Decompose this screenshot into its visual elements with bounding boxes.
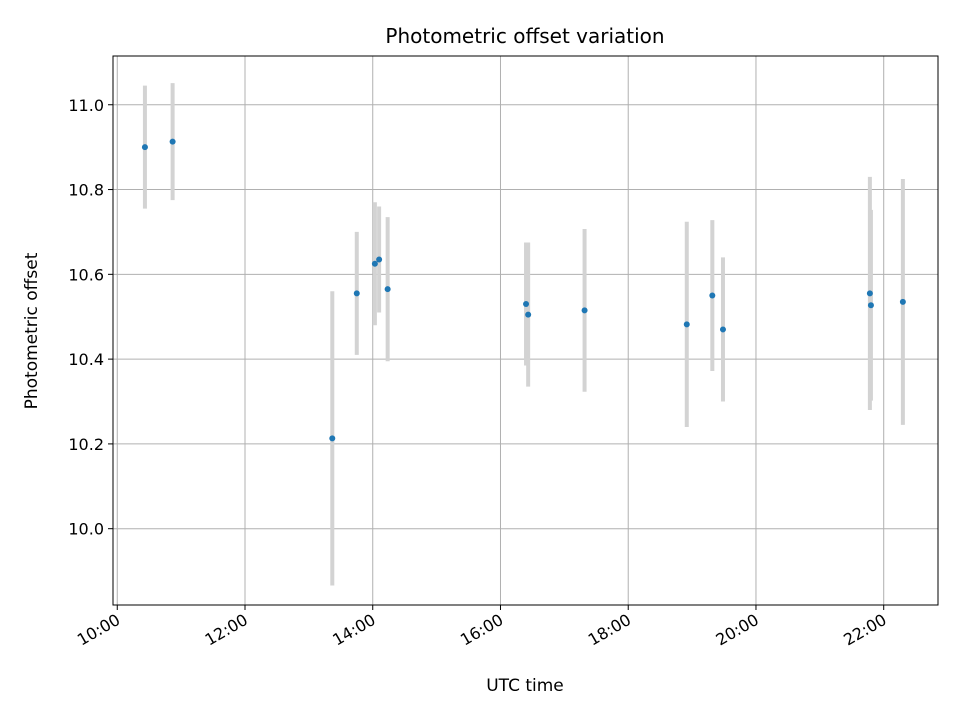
y-tick-label: 10.6: [68, 265, 104, 284]
data-point: [719, 326, 726, 333]
chart-title: Photometric offset variation: [385, 24, 664, 48]
y-tick-label: 10.8: [68, 181, 104, 200]
data-point: [867, 302, 874, 309]
y-axis-label: Photometric offset: [22, 252, 42, 409]
data-point: [329, 435, 336, 442]
data-points: [141, 138, 906, 442]
data-point: [141, 144, 148, 151]
data-point: [371, 260, 378, 267]
data-point: [866, 290, 873, 297]
data-point: [899, 298, 906, 305]
data-point: [525, 311, 532, 318]
y-tick-label: 10.0: [68, 520, 104, 539]
data-point: [523, 301, 530, 308]
y-tick-label: 11.0: [68, 96, 104, 115]
data-point: [683, 321, 690, 328]
data-point: [581, 307, 588, 314]
data-point: [376, 256, 383, 263]
y-axis-ticks: 10.0 10.2 10.4 10.6 10.8 11.0: [68, 96, 113, 539]
y-tick-label: 10.2: [68, 435, 104, 454]
x-axis-label: UTC time: [486, 676, 564, 696]
data-point: [353, 290, 360, 297]
y-tick-label: 10.4: [68, 350, 104, 369]
data-point: [169, 138, 176, 145]
plot-frame: [112, 55, 939, 606]
data-point: [709, 292, 716, 299]
data-point: [384, 286, 391, 293]
